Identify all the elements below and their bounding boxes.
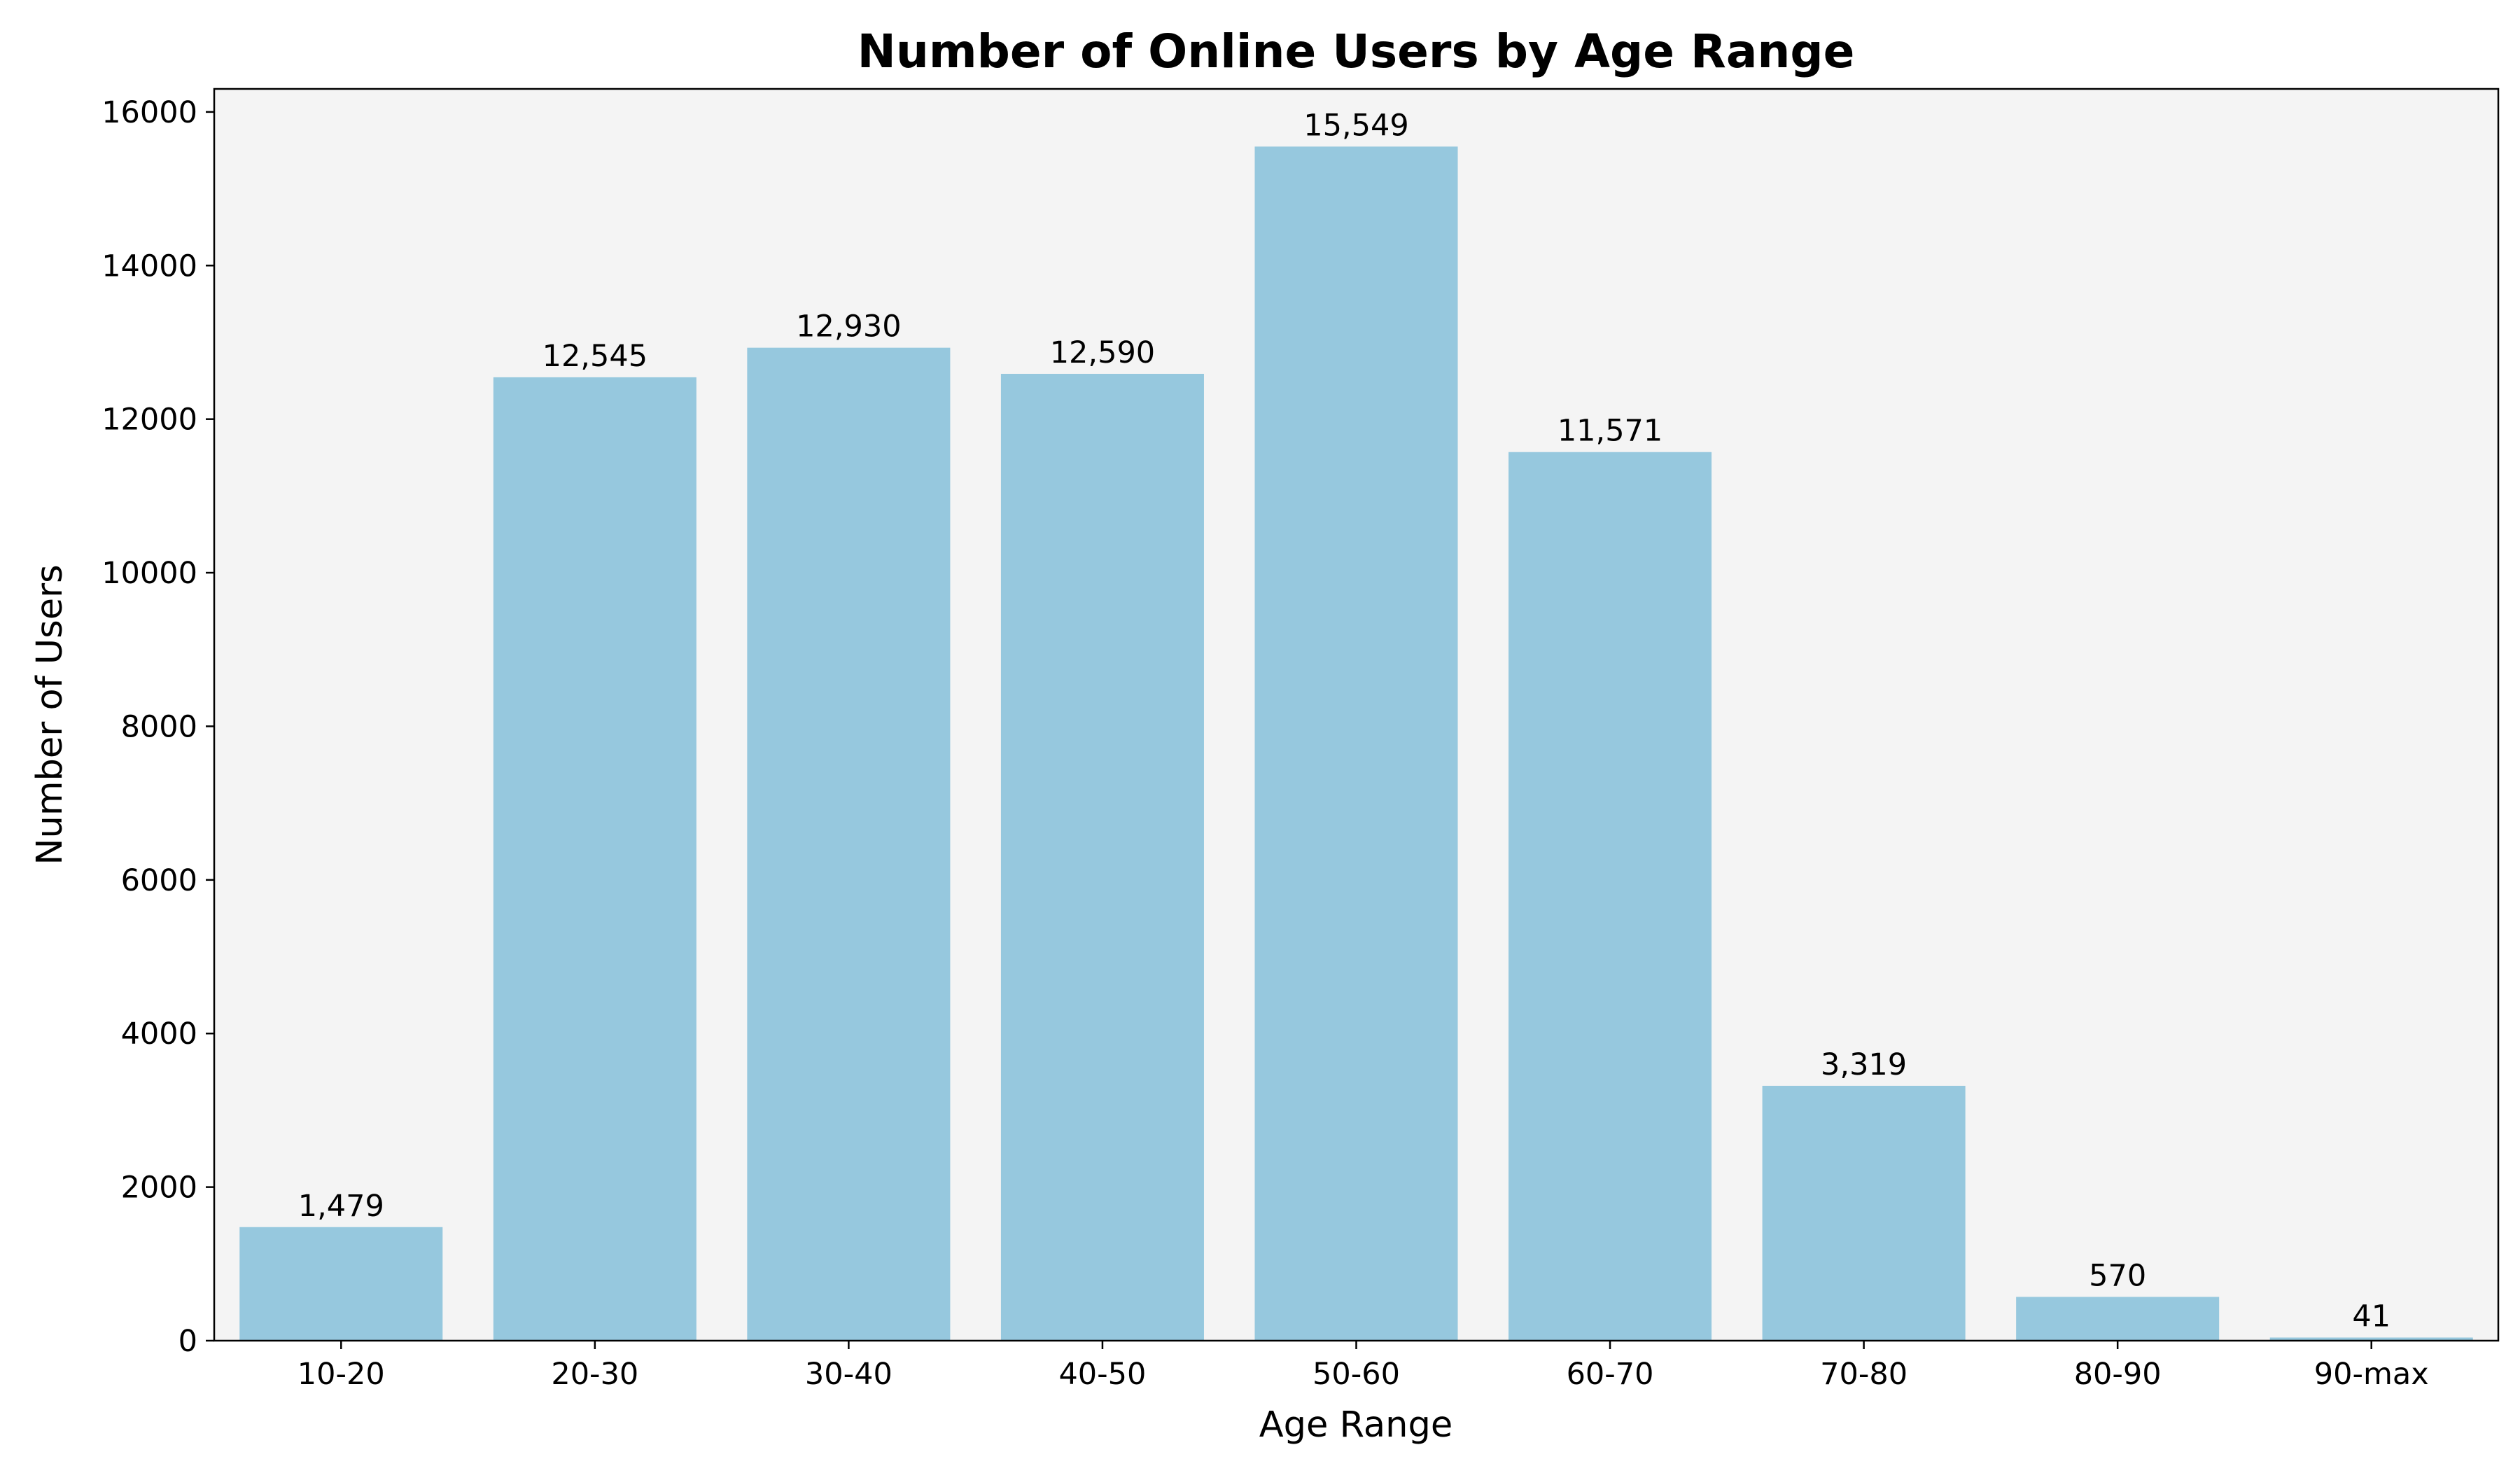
y-tick-label-6000: 6000 bbox=[121, 863, 197, 898]
bars-layer bbox=[239, 146, 2473, 1341]
x-tick-label-80-90: 80-90 bbox=[2074, 1357, 2162, 1392]
data-label-50-60: 15,549 bbox=[1303, 108, 1408, 143]
bar-30-40 bbox=[747, 347, 951, 1341]
data-labels-layer: 1,479 12,545 12,930 12,590 15,549 11,571 3,319… bbox=[298, 108, 2390, 1334]
data-label-80-90: 570 bbox=[2089, 1258, 2146, 1293]
x-tick-label-10-20: 10-20 bbox=[298, 1357, 385, 1392]
bar-70-80 bbox=[1762, 1085, 1966, 1341]
bar-60-70 bbox=[1508, 452, 1712, 1341]
y-axis-label: Number of Users bbox=[29, 564, 71, 865]
bar-20-30 bbox=[493, 377, 696, 1341]
bar-80-90 bbox=[2016, 1297, 2220, 1341]
x-tick-label-90-max: 90-max bbox=[2314, 1357, 2429, 1392]
bar-40-50 bbox=[1000, 373, 1204, 1341]
y-tick-label-0: 0 bbox=[178, 1324, 197, 1359]
data-label-90-max: 41 bbox=[2352, 1299, 2390, 1334]
x-tick-label-50-60: 50-60 bbox=[1312, 1357, 1400, 1392]
y-tick-label-14000: 14000 bbox=[102, 249, 197, 284]
data-label-60-70: 11,571 bbox=[1558, 414, 1662, 449]
x-axis-label: Age Range bbox=[1259, 1404, 1453, 1446]
bar-10-20 bbox=[239, 1227, 443, 1341]
chart-title: Number of Online Users by Age Range bbox=[858, 25, 1855, 78]
y-tick-label-12000: 12000 bbox=[102, 403, 197, 438]
x-tick-label-40-50: 40-50 bbox=[1058, 1357, 1146, 1392]
bar-90-max bbox=[2269, 1337, 2473, 1341]
y-axis: 0 2000 4000 6000 8000 10000 12000 14000 16000 bbox=[102, 95, 214, 1359]
data-label-10-20: 1,479 bbox=[298, 1189, 384, 1224]
x-tick-label-30-40: 30-40 bbox=[805, 1357, 892, 1392]
x-tick-label-60-70: 60-70 bbox=[1567, 1357, 1654, 1392]
data-label-70-80: 3,319 bbox=[1821, 1047, 1907, 1082]
x-tick-label-70-80: 70-80 bbox=[1820, 1357, 1907, 1392]
y-tick-label-2000: 2000 bbox=[121, 1171, 197, 1206]
data-label-30-40: 12,930 bbox=[796, 309, 901, 344]
bar-50-60 bbox=[1254, 146, 1458, 1341]
y-tick-label-16000: 16000 bbox=[102, 95, 197, 130]
x-axis: 10-20 20-30 30-40 40-50 50-60 60-70 70-80 80-90… bbox=[298, 1341, 2429, 1392]
data-label-40-50: 12,590 bbox=[1050, 335, 1155, 370]
y-tick-label-8000: 8000 bbox=[121, 709, 197, 744]
x-tick-label-20-30: 20-30 bbox=[551, 1357, 638, 1392]
data-label-20-30: 12,545 bbox=[542, 339, 648, 374]
y-tick-label-4000: 4000 bbox=[121, 1017, 197, 1052]
y-tick-label-10000: 10000 bbox=[102, 556, 197, 591]
